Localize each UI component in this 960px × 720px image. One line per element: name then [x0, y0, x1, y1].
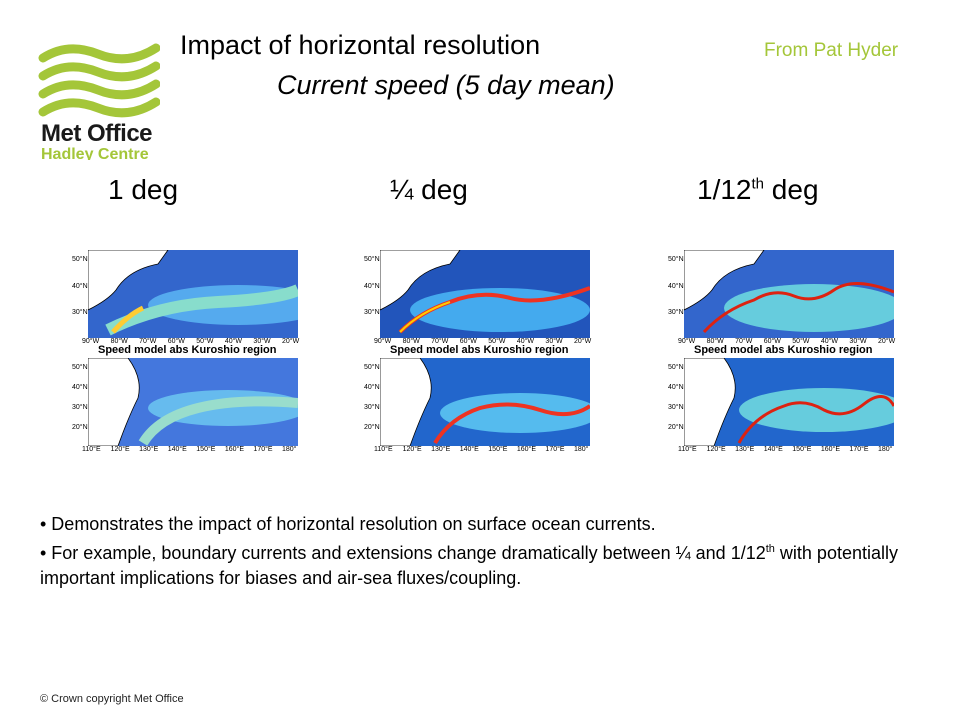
lon-tick-label: 160°E	[820, 446, 840, 453]
panel-caption: Speed model abs Kuroshio region	[694, 344, 873, 356]
lon-tick-label: 120°E	[110, 446, 130, 453]
map-panel-twelfth-deg: Speed model abs Kuroshio region 50°N 40°N…	[668, 240, 898, 465]
lat-tick-label: 20°N	[72, 424, 88, 431]
lat-tick-label: 40°N	[668, 384, 684, 391]
lon-tick-label: 90°W	[82, 338, 100, 345]
pacific-speed-map	[88, 358, 298, 446]
lat-tick-label: 30°N	[72, 309, 88, 317]
lon-tick-label: 170°E	[849, 446, 869, 453]
logo-name: Met Office	[41, 120, 153, 147]
lat-tick-label: 30°N	[364, 309, 380, 317]
map-panel-quarter-deg: Speed model abs Kuroshio region 50°N 40°N…	[364, 240, 594, 465]
pacific-speed-map	[380, 358, 590, 446]
lat-tick-label: 40°N	[364, 384, 380, 391]
lon-tick-label: 130°E	[735, 446, 755, 453]
lat-tick-label: 30°N	[668, 309, 684, 317]
panel-caption: Speed model abs Kuroshio region	[390, 344, 569, 356]
bullet-item-1: • Demonstrates the impact of horizontal …	[40, 514, 656, 534]
lon-tick-label: 40°W	[224, 338, 243, 345]
lon-tick-label: 140°E	[167, 446, 187, 453]
slide-subtitle: Current speed (5 day mean)	[277, 70, 615, 100]
lon-tick-label: 90°W	[374, 338, 392, 345]
lat-tick-label: 30°N	[72, 404, 88, 411]
atlantic-speed-map	[380, 250, 590, 338]
lat-tick-label: 40°N	[72, 384, 88, 391]
lon-tick-label: 110°E	[82, 446, 101, 453]
lat-tick-label: 20°N	[364, 424, 380, 431]
lat-tick-label: 50°N	[668, 256, 684, 263]
lon-tick-label: 90°W	[678, 338, 696, 345]
lon-tick-label: 20°W	[878, 338, 896, 345]
lon-tick-label: 180°	[878, 446, 893, 453]
lon-tick-label: 180°	[574, 446, 589, 453]
lon-tick-label: 20°W	[282, 338, 300, 345]
lon-tick-label: 80°W	[110, 338, 128, 345]
lon-tick-label: 110°E	[678, 446, 697, 453]
lon-tick-label: 120°E	[706, 446, 726, 453]
column-heading-1deg: 1 deg	[108, 174, 179, 205]
lon-tick-label: 70°W	[735, 338, 753, 345]
lon-tick-label: 180°	[282, 446, 297, 453]
lon-tick-label: 160°E	[516, 446, 536, 453]
bullet-list: • Demonstrates the impact of horizontal …	[40, 512, 920, 591]
lon-tick-label: 70°W	[139, 338, 157, 345]
lon-tick-label: 30°W	[253, 338, 271, 345]
lat-tick-label: 50°N	[72, 256, 88, 263]
lon-tick-label: 40°W	[516, 338, 535, 345]
lon-tick-label: 50°W	[488, 338, 506, 345]
column-heading-twelfth-deg: 1/12th deg	[697, 174, 819, 205]
lon-tick-label: 160°E	[224, 446, 244, 453]
pacific-speed-map	[684, 358, 894, 446]
column-heading-quarter-deg: ¼ deg	[390, 174, 468, 205]
lon-tick-label: 30°W	[545, 338, 563, 345]
lon-tick-label: 60°W	[459, 338, 477, 345]
map-panel-1deg: Speed model abs Kuroshio region 50°N 40°N…	[72, 240, 302, 465]
credit-text: From Pat Hyder	[764, 40, 899, 61]
lon-tick-label: 120°E	[402, 446, 422, 453]
lat-tick-label: 50°N	[72, 364, 88, 371]
lon-tick-label: 40°W	[820, 338, 839, 345]
lon-tick-label: 80°W	[706, 338, 724, 345]
lat-tick-label: 50°N	[668, 364, 684, 371]
copyright-footer: © Crown copyright Met Office	[40, 693, 184, 705]
lat-tick-label: 40°N	[668, 282, 684, 290]
lon-tick-label: 20°W	[574, 338, 592, 345]
atlantic-speed-map	[88, 250, 298, 338]
lat-tick-label: 50°N	[364, 364, 380, 371]
logo-waves-icon	[38, 43, 160, 118]
lat-tick-label: 20°N	[668, 424, 684, 431]
slide-title: Impact of horizontal resolution	[180, 30, 541, 60]
lon-tick-label: 50°W	[196, 338, 214, 345]
lon-tick-label: 170°E	[545, 446, 565, 453]
logo-subname: Hadley Centre	[41, 146, 149, 160]
lon-tick-label: 80°W	[402, 338, 420, 345]
lon-tick-label: 130°E	[139, 446, 159, 453]
atlantic-speed-map	[684, 250, 894, 338]
lat-tick-label: 40°N	[364, 282, 380, 290]
lon-tick-label: 150°E	[488, 446, 508, 453]
lon-tick-label: 110°E	[374, 446, 393, 453]
lon-tick-label: 130°E	[431, 446, 451, 453]
met-office-logo	[38, 40, 160, 160]
lon-tick-label: 60°W	[167, 338, 185, 345]
lon-tick-label: 70°W	[431, 338, 449, 345]
lat-tick-label: 50°N	[364, 256, 380, 263]
lon-tick-label: 50°W	[792, 338, 810, 345]
lat-tick-label: 30°N	[668, 404, 684, 411]
lat-tick-label: 30°N	[364, 404, 380, 411]
bullet-item-2: • For example, boundary currents and ext…	[40, 543, 898, 588]
lon-tick-label: 150°E	[792, 446, 812, 453]
lon-tick-label: 140°E	[763, 446, 783, 453]
lat-tick-label: 40°N	[72, 282, 88, 290]
lon-tick-label: 140°E	[459, 446, 479, 453]
lon-tick-label: 30°W	[849, 338, 867, 345]
lon-tick-label: 170°E	[253, 446, 273, 453]
panel-caption: Speed model abs Kuroshio region	[98, 344, 277, 356]
lon-tick-label: 150°E	[196, 446, 216, 453]
lon-tick-label: 60°W	[763, 338, 781, 345]
